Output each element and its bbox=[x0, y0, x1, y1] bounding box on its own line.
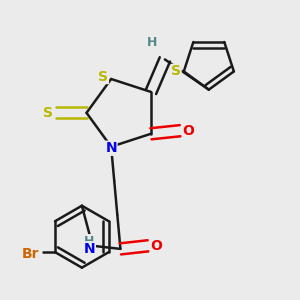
Text: Br: Br bbox=[22, 247, 39, 261]
Text: O: O bbox=[150, 239, 162, 253]
Text: N: N bbox=[105, 141, 117, 155]
Text: S: S bbox=[171, 64, 181, 78]
Text: S: S bbox=[98, 70, 108, 83]
Text: S: S bbox=[43, 106, 53, 120]
Text: O: O bbox=[182, 124, 194, 138]
Text: H: H bbox=[147, 36, 158, 49]
Text: N: N bbox=[84, 242, 95, 256]
Text: H: H bbox=[84, 235, 94, 248]
